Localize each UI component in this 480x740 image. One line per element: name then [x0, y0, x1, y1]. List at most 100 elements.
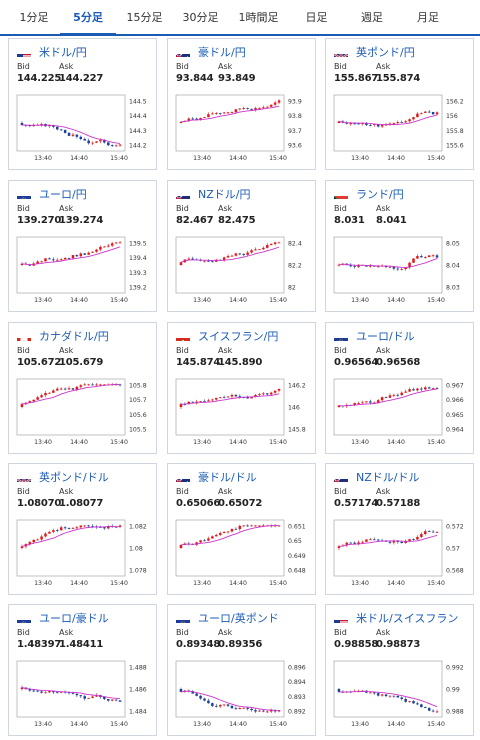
candlestick-chart[interactable]: 0.651 0.65 0.649 0.648 13:40 14:40 15:40	[174, 516, 311, 590]
y-tick-label: 0.651	[288, 524, 306, 531]
candlestick-chart[interactable]: 0.572 0.57 0.568 13:40 14:40 15:40	[332, 516, 469, 590]
candlestick-chart[interactable]: 0.896 0.894 0.893 0.892 13:40 14:40 15:40	[174, 657, 311, 731]
candle-down	[345, 122, 349, 124]
y-tick-label: 1.082	[129, 524, 147, 531]
candle-up	[230, 395, 234, 397]
candle-up	[79, 385, 83, 387]
candle-up	[222, 532, 226, 534]
candle-up	[420, 534, 423, 537]
candle-down	[234, 708, 238, 710]
tab-日足[interactable]: 日足	[305, 11, 328, 24]
candlestick-chart[interactable]: 0.967 0.966 0.965 0.964 13:40 14:40 15:40	[332, 375, 469, 449]
rate-card[interactable]: ランド/円 Bid Ask 8.031 8.041 8.05 8.04 8.03 13:40 14…	[325, 180, 474, 312]
currency-pair-link[interactable]: スイスフラン/円	[198, 330, 279, 343]
candlestick-chart[interactable]: 105.8 105.7 105.6 105.5 13:40 14:40 15:40	[15, 375, 152, 449]
candle-down	[114, 526, 118, 528]
ask-label: Ask	[376, 204, 391, 213]
candlestick-chart[interactable]: 1.488 1.486 1.484 13:40 14:40 15:40	[15, 657, 152, 731]
candle-up	[79, 253, 83, 257]
candlestick-chart[interactable]: 0.992 0.99 0.988 13:40 14:40 15:40	[332, 657, 469, 731]
currency-pair-link[interactable]: ユーロ/英ポンド	[198, 612, 279, 625]
candle-up	[222, 257, 226, 261]
moving-average-line	[338, 258, 438, 268]
rate-card[interactable]: カナダドル/円 Bid Ask 105.672 105.679 105.8 105.7 105…	[8, 322, 157, 454]
y-tick-label: 8.05	[446, 241, 460, 248]
currency-pair-link[interactable]: ユーロ/豪ドル	[39, 612, 109, 625]
currency-pair-link[interactable]: ユーロ/円	[39, 188, 87, 201]
candlestick-chart[interactable]: 8.05 8.04 8.03 13:40 14:40 15:40	[332, 233, 469, 307]
ask-label: Ask	[59, 487, 74, 496]
rate-card[interactable]: 英ポンド/円 Bid Ask 155.867 155.874 156.2 156 155.8 1…	[325, 38, 474, 170]
candle-up	[20, 546, 24, 548]
candle-up	[36, 261, 39, 264]
candlestick-chart[interactable]: 156.2 156 155.8 155.6 13:40 14:40 15:40	[332, 91, 469, 165]
ask-value: 0.98873	[376, 639, 421, 650]
candle-up	[226, 256, 230, 258]
rate-card[interactable]: 豪ドル/ドル Bid Ask 0.65066 0.65072 0.651 0.65 0.649…	[167, 463, 316, 595]
rate-card[interactable]: ユーロ/ドル Bid Ask 0.96564 0.96568 0.967 0.966 0.96…	[325, 322, 474, 454]
candle-down	[357, 123, 360, 125]
candlestick-chart[interactable]: 1.082 1.08 1.078 13:40 14:40 15:40	[15, 516, 152, 590]
tab-30分足[interactable]: 30分足	[182, 11, 219, 24]
candle-down	[79, 695, 83, 697]
candlestick-chart[interactable]: 93.9 93.8 93.7 93.6 13:40 14:40 15:40	[174, 91, 311, 165]
tab-1時間足[interactable]: 1時間足	[238, 11, 279, 24]
candlestick-chart[interactable]: 139.5 139.4 139.3 139.2 13:40 14:40 15:40	[15, 233, 152, 307]
y-tick-label: 144.5	[129, 99, 147, 106]
rate-card[interactable]: 米ドル/円 Bid Ask 144.225 144.227 144.5 144.4 144.3…	[8, 38, 157, 170]
currency-pair-link[interactable]: ランド/円	[356, 188, 404, 201]
tab-5分足[interactable]: 5分足	[60, 0, 116, 36]
currency-pair-link[interactable]: 豪ドル/ドル	[198, 471, 257, 484]
ask-value: 145.890	[218, 357, 263, 368]
candlestick-chart[interactable]: 144.5 144.4 144.3 144.2 13:40 14:40 15:40	[15, 91, 152, 165]
currency-pair-link[interactable]: 米ドル/円	[39, 46, 87, 59]
currency-pair-link[interactable]: NZドル/ドル	[356, 471, 420, 484]
candle-up	[67, 388, 71, 390]
candle-up	[408, 262, 411, 268]
rate-card[interactable]: 豪ドル/円 Bid Ask 93.844 93.849 93.9 93.8 93.7 93.6 1…	[167, 38, 316, 170]
currency-pair-link[interactable]: 豪ドル/円	[198, 46, 246, 59]
tab-月足[interactable]: 月足	[417, 11, 439, 24]
candle-down	[369, 125, 372, 126]
rate-card[interactable]: ユーロ/英ポンド Bid Ask 0.89348 0.89356 0.896 0.894 0.…	[167, 604, 316, 736]
rate-card[interactable]: ユーロ/円 Bid Ask 139.270 139.274 139.5 139.4 139.3…	[8, 180, 157, 312]
ask-value: 0.65072	[218, 498, 263, 509]
candle-up	[59, 259, 63, 261]
y-tick-label: 0.992	[446, 665, 464, 672]
candle-down	[353, 542, 356, 544]
candle-down	[67, 258, 71, 259]
candle-up	[380, 397, 384, 401]
currency-pair-link[interactable]: 米ドル/スイスフラン	[356, 612, 459, 625]
y-tick-label: 93.9	[288, 99, 302, 106]
x-tick-label: 15:40	[427, 297, 445, 304]
candle-up	[408, 539, 411, 541]
candle-up	[373, 402, 376, 404]
candle-up	[211, 113, 214, 115]
rate-card[interactable]: NZドル/円 Bid Ask 82.467 82.475 82.4 82.2 82 13:40 1…	[167, 180, 316, 312]
candle-up	[435, 711, 439, 713]
rate-card[interactable]: 米ドル/スイスフラン Bid Ask 0.98858 0.98873 0.992 0.99 0…	[325, 604, 474, 736]
moving-average-line	[180, 690, 280, 712]
candle-up	[273, 102, 277, 105]
rate-card[interactable]: NZドル/ドル Bid Ask 0.57174 0.57188 0.572 0.57 0.56…	[325, 463, 474, 595]
candlestick-chart[interactable]: 146.2 146 145.8 13:40 14:40 15:40	[174, 375, 311, 449]
candle-up	[52, 530, 55, 532]
currency-pair-link[interactable]: カナダドル/円	[39, 330, 109, 343]
candle-down	[396, 541, 400, 542]
candlestick-chart[interactable]: 82.4 82.2 82 13:40 14:40 15:40	[174, 233, 311, 307]
currency-pair-link[interactable]: NZドル/円	[198, 188, 251, 201]
currency-pair-link[interactable]: 英ポンド/ドル	[39, 471, 109, 484]
candle-up	[380, 694, 384, 696]
candle-up	[48, 531, 51, 534]
tab-15分足[interactable]: 15分足	[126, 11, 163, 24]
rate-card[interactable]: 英ポンド/ドル Bid Ask 1.08070 1.08077 1.082 1.08 1.07…	[8, 463, 157, 595]
currency-pair-link[interactable]: ユーロ/ドル	[356, 330, 415, 343]
tab-1分足[interactable]: 1分足	[19, 11, 49, 24]
plot-area	[333, 378, 443, 436]
currency-pair-link[interactable]: 英ポンド/円	[356, 46, 415, 59]
rate-card[interactable]: ユーロ/豪ドル Bid Ask 1.48397 1.48411 1.488 1.486 1.4…	[8, 604, 157, 736]
ask-label: Ask	[376, 628, 391, 637]
rate-card[interactable]: スイスフラン/円 Bid Ask 145.874 145.890 146.2 146 145.…	[167, 322, 316, 454]
tab-週足[interactable]: 週足	[361, 11, 383, 24]
candle-up	[258, 394, 261, 395]
